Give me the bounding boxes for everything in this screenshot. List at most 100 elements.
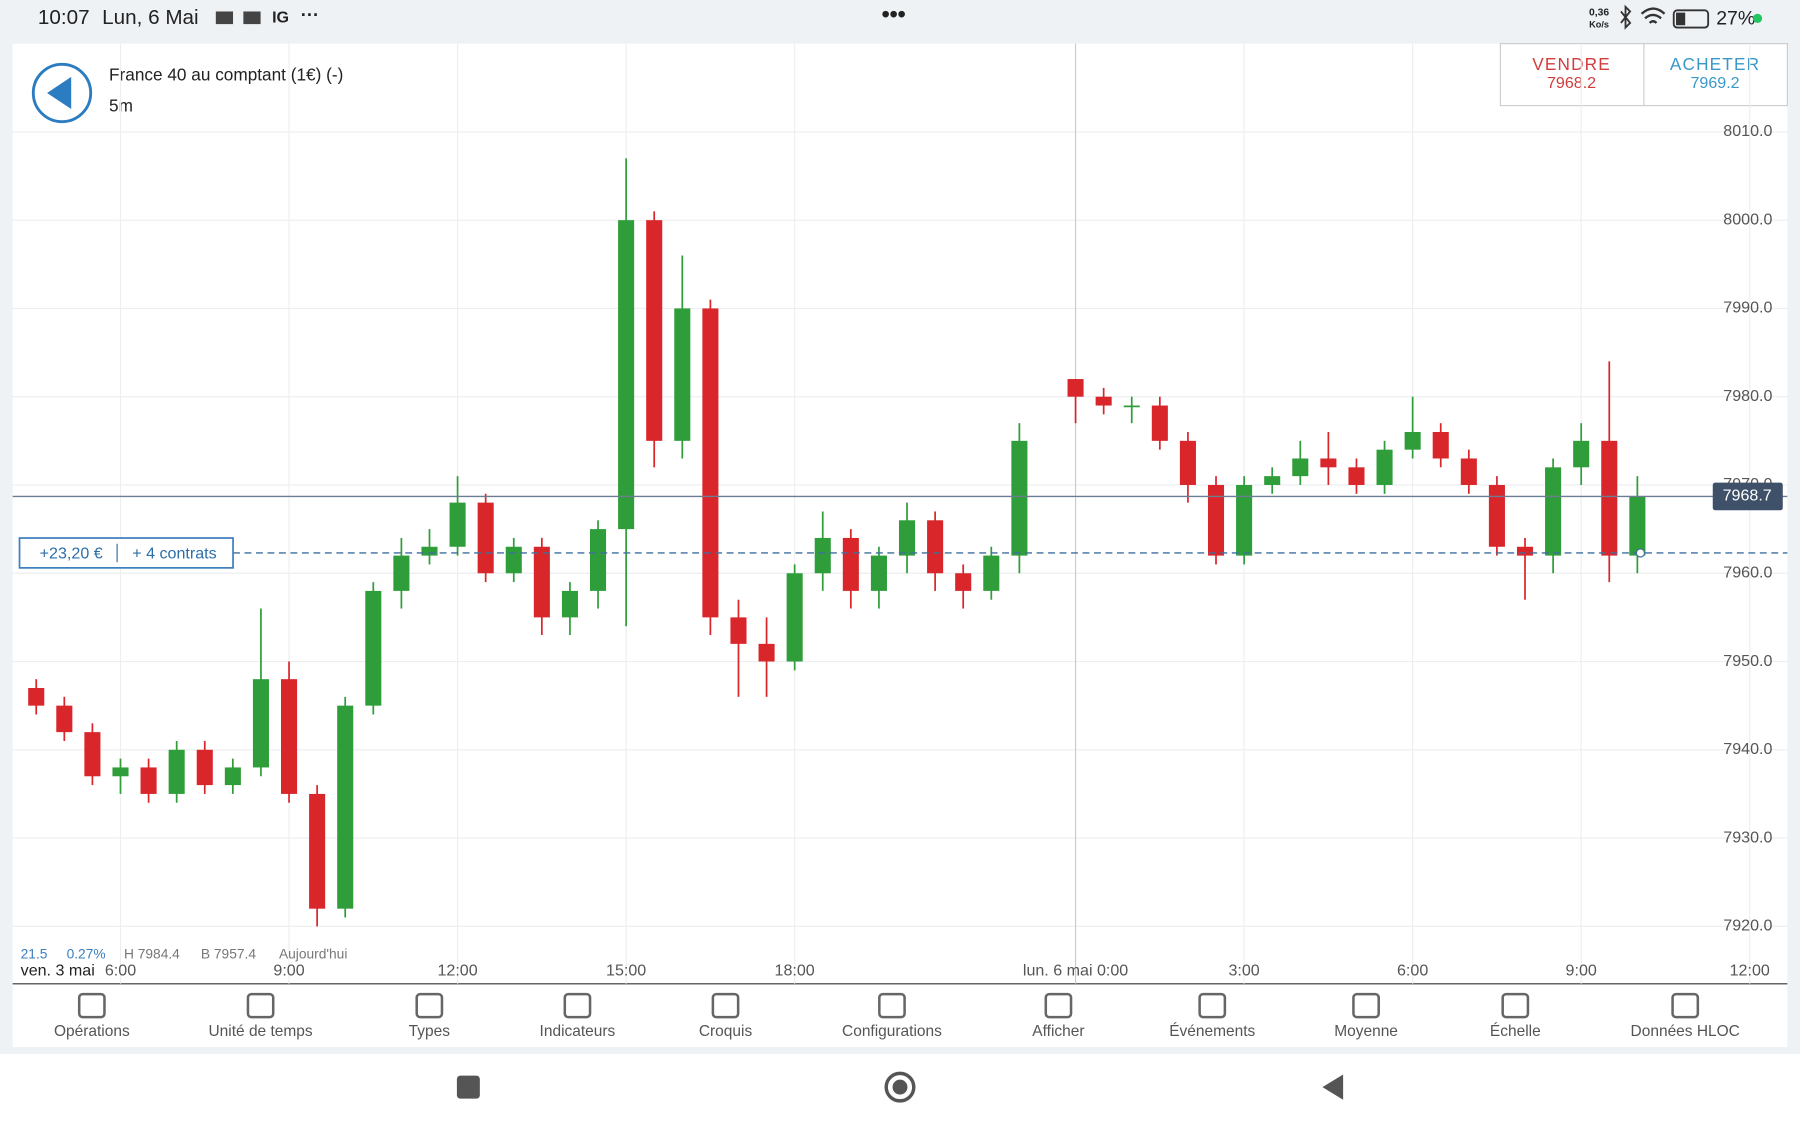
- sell-button[interactable]: VENDRE: [1532, 54, 1611, 74]
- y-tick-label: 7940.0: [1723, 740, 1772, 758]
- toolbar-label[interactable]: Opérations: [54, 1023, 130, 1040]
- candle-body: [281, 679, 298, 794]
- battery-text: 27%: [1716, 8, 1755, 30]
- toolbar-icon[interactable]: [878, 992, 906, 1019]
- toolbar-label[interactable]: Unité de temps: [209, 1023, 313, 1040]
- toolbar-icon[interactable]: [246, 992, 275, 1019]
- candle-body: [1432, 432, 1449, 459]
- toolbar-label[interactable]: Échelle: [1490, 1023, 1541, 1040]
- x-tick-label: 3:00: [1228, 961, 1259, 979]
- candle-body: [955, 573, 972, 591]
- candle-body: [1236, 484, 1253, 556]
- buy-button[interactable]: ACHETER: [1670, 54, 1760, 74]
- bluetooth-icon: [1620, 4, 1632, 30]
- candle-body: [1179, 440, 1196, 485]
- notif-icon: [243, 11, 261, 25]
- toolbar-icon[interactable]: [1671, 992, 1700, 1019]
- y-tick-label: 7990.0: [1723, 299, 1772, 317]
- toolbar-label[interactable]: Configurations: [842, 1023, 942, 1040]
- battery-icon: [1672, 9, 1710, 29]
- candle-body: [168, 749, 185, 794]
- position-tag[interactable]: [18, 537, 234, 569]
- x-tick-label: 9:00: [1566, 961, 1597, 979]
- candle-body: [1629, 496, 1646, 556]
- position-marker: [1635, 548, 1646, 558]
- status-dots: •••: [882, 1, 906, 27]
- toolbar-label[interactable]: Indicateurs: [540, 1023, 616, 1040]
- candle-body: [196, 749, 213, 786]
- last-price-label: 7968.7: [1723, 487, 1772, 505]
- candle-body: [1545, 467, 1562, 556]
- candle-body: [730, 617, 747, 644]
- candle-body: [140, 767, 157, 794]
- info-text: 21.5: [21, 947, 48, 962]
- sell-price: 7968.2: [1547, 74, 1596, 92]
- nav-home[interactable]: [884, 1071, 916, 1103]
- status-dot: [1752, 13, 1763, 23]
- candle-body: [252, 679, 269, 768]
- toolbar-icon[interactable]: [1044, 992, 1073, 1019]
- x-tick-label: 9:00: [273, 961, 304, 979]
- candle-body: [1151, 405, 1168, 441]
- net-unit: Ko/s: [1589, 20, 1609, 30]
- date-label-bg: [13, 959, 106, 981]
- candle-body: [365, 590, 382, 706]
- candle-body: [421, 546, 438, 556]
- candle-body: [1404, 432, 1421, 450]
- candle-body: [983, 555, 1000, 591]
- toolbar-icon[interactable]: [415, 992, 444, 1019]
- candle-body: [646, 220, 663, 441]
- candle-body: [1460, 458, 1477, 485]
- candle-body: [786, 573, 803, 662]
- candle-body: [112, 767, 129, 777]
- nav-back[interactable]: [1322, 1074, 1344, 1100]
- info-mask: [12, 958, 14, 960]
- candle-body: [927, 520, 944, 574]
- position-size: + 4 contrats: [132, 544, 216, 562]
- candle-body: [393, 555, 410, 591]
- candle-body: [84, 732, 101, 777]
- nav-recent[interactable]: [456, 1075, 480, 1099]
- toolbar-icon[interactable]: [1501, 992, 1530, 1019]
- candle-body: [1264, 476, 1281, 485]
- info-text: H 7984.4: [124, 947, 180, 962]
- candle-body: [28, 687, 45, 706]
- status-time: 10:07: [38, 6, 90, 29]
- candle-body: [898, 520, 916, 556]
- toolbar-icon[interactable]: [563, 992, 592, 1019]
- y-tick-label: 7960.0: [1723, 563, 1772, 581]
- x-tick-label: 6:00: [1397, 961, 1428, 979]
- toolbar-label[interactable]: Événements: [1169, 1023, 1255, 1040]
- toolbar-label[interactable]: Données HLOC: [1631, 1023, 1740, 1040]
- toolbar-label[interactable]: Croquis: [699, 1023, 753, 1040]
- y-tick-label: 8000.0: [1723, 210, 1772, 228]
- wifi-icon: [1640, 7, 1666, 24]
- x-tick-label: 12:00: [1730, 961, 1770, 979]
- toolbar-label[interactable]: Moyenne: [1334, 1023, 1398, 1040]
- candle-body: [842, 537, 859, 591]
- toolbar-label[interactable]: Afficher: [1032, 1023, 1084, 1040]
- battery-level: [1676, 12, 1686, 26]
- candle-body: [1320, 458, 1337, 468]
- candle-body: [533, 546, 550, 618]
- toolbar-icon[interactable]: [1352, 992, 1380, 1019]
- status-date: Lun, 6 Mai: [102, 6, 198, 29]
- x-tick-label: 15:00: [606, 961, 646, 979]
- toolbar-icon[interactable]: [1198, 992, 1227, 1019]
- candle-body: [1573, 440, 1590, 468]
- y-tick-label: 7920.0: [1723, 917, 1772, 935]
- instrument-name: France 40 au comptant (1€) (-): [109, 64, 343, 84]
- toolbar-icon[interactable]: [711, 992, 740, 1019]
- toolbar-label[interactable]: Types: [409, 1023, 451, 1040]
- x-tick-label: 12:00: [437, 961, 477, 979]
- info-text: Aujourd'hui: [279, 947, 347, 962]
- candle-body: [337, 705, 354, 909]
- candle-body: [56, 705, 73, 733]
- notif-icon: [215, 11, 234, 25]
- candle-body: [224, 767, 241, 786]
- net-speed: 0,36: [1589, 7, 1609, 18]
- candle-body: [589, 529, 607, 591]
- toolbar-icon[interactable]: [77, 992, 106, 1019]
